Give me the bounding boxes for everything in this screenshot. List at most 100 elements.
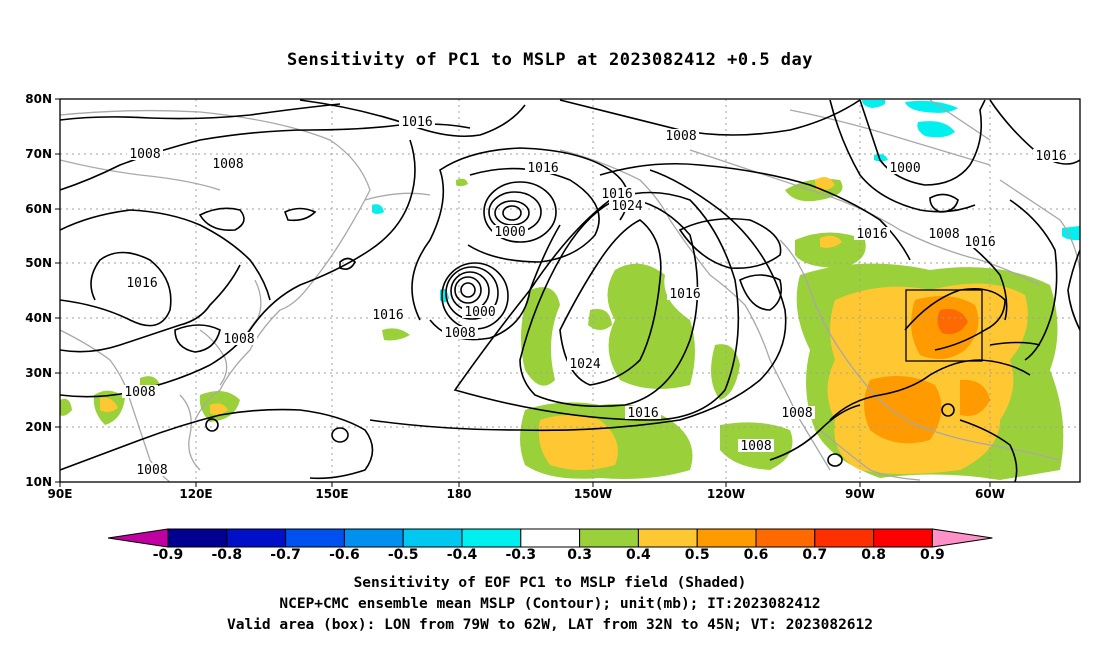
longitude-label: 120W: [707, 487, 745, 501]
latitude-labels: 80N 70N 60N 50N 40N 30N 20N 10N: [25, 92, 52, 489]
contour-label: 1024: [569, 357, 600, 372]
contour-label: 1008: [740, 439, 771, 454]
shade-patch: [521, 287, 560, 386]
isobar: [60, 264, 241, 353]
longitude-label: 150E: [315, 487, 348, 501]
valid-area-box: [905, 289, 983, 362]
shade-patch: [607, 263, 695, 389]
longitude-label: 90W: [845, 487, 875, 501]
latitude-label: 50N: [25, 256, 52, 270]
isobar: [483, 181, 557, 243]
sensitivity-map: 1016100810081016100010161016100810161024…: [25, 92, 1081, 501]
contour-label: 1008: [781, 406, 812, 421]
colorbar-labels: -0.9 -0.8 -0.7 -0.6 -0.5 -0.4 -0.3 0.3 0.4 0.5 0.6…: [153, 547, 945, 563]
contour-label-bg: [124, 276, 160, 289]
coastline: [779, 239, 881, 401]
shade-patch: [874, 154, 888, 162]
contour-label-bg: [962, 235, 998, 248]
isobar: [283, 207, 317, 222]
colorbar-label: 0.7: [802, 547, 827, 563]
colorbar-label: -0.5: [388, 547, 419, 563]
contour-label: 1008: [212, 157, 243, 172]
colorbar-swatch: [402, 528, 463, 548]
shade-patch: [815, 176, 835, 191]
coastline: [179, 394, 201, 471]
latitude-label: 20N: [25, 420, 52, 434]
isobar: [60, 408, 374, 480]
colorbar-swatches: [107, 528, 993, 548]
isobar: [859, 99, 986, 186]
contour-label-bg: [738, 439, 774, 452]
coastline: [199, 329, 228, 386]
coastline: [60, 159, 221, 191]
colorbar-swatch: [285, 528, 345, 548]
colorbar-swatch: [343, 528, 404, 548]
contour-label: 1008: [129, 147, 160, 162]
contour-label: 1008: [444, 326, 475, 341]
colorbar-swatch: [637, 528, 698, 548]
isobar: [769, 404, 861, 461]
latitude-label: 40N: [25, 311, 52, 325]
map-frame: [59, 98, 1081, 483]
isobar: [829, 99, 976, 213]
colorbar-label: 0.6: [744, 547, 769, 563]
isobar: [827, 453, 843, 467]
captions: Sensitivity of EOF PC1 to MSLP field (Sh…: [0, 573, 1100, 636]
coastline: [364, 192, 431, 201]
contour-label-bg: [525, 161, 561, 174]
isobar: [174, 324, 221, 353]
isobar: [929, 193, 959, 213]
contour-label: 1016: [856, 227, 887, 242]
contour-label-bg: [492, 225, 528, 238]
contour-label: 1008: [223, 332, 254, 347]
colorbar-swatch: [461, 528, 522, 548]
contour-label: 1000: [494, 225, 525, 240]
shade-patch: [588, 309, 612, 330]
isobar: [494, 200, 530, 226]
contour-label-bg: [122, 385, 158, 398]
shade-patch: [795, 232, 866, 268]
shade-patch: [862, 100, 886, 108]
shade-patch: [382, 328, 410, 341]
contour-label: 1008: [136, 463, 167, 478]
longitude-label: 90E: [48, 487, 73, 501]
colorbar-swatch: [814, 528, 875, 548]
shade-patch: [937, 308, 968, 335]
isobar: [904, 287, 1006, 351]
contour-label-bg: [210, 157, 246, 170]
isobar: [959, 419, 1018, 482]
colorbar-swatch: [167, 528, 228, 548]
contour-label-bg: [127, 147, 163, 160]
contour-label: 1008: [928, 227, 959, 242]
axis-ticks: [55, 98, 991, 487]
contour-label: 1000: [464, 305, 495, 320]
longitude-label: 150W: [574, 487, 612, 501]
colorbar-label: -0.3: [505, 547, 536, 563]
coastline: [789, 109, 991, 166]
coastline: [60, 109, 371, 421]
latitude-label: 80N: [25, 92, 52, 106]
coastline: [819, 429, 921, 481]
contour-label: 1016: [627, 406, 658, 421]
colorbar-label: 0.5: [685, 547, 710, 563]
shade-patch: [960, 379, 990, 416]
contour-label: 1000: [889, 161, 920, 176]
shade-patch: [100, 397, 118, 413]
latitude-label: 70N: [25, 147, 52, 161]
isobar: [739, 274, 783, 311]
isobar: [198, 207, 245, 232]
isobar: [559, 219, 662, 386]
isobar: [829, 359, 1031, 421]
shade-patch: [905, 100, 958, 113]
colorbar-label: -0.6: [329, 547, 360, 563]
shade-patch: [456, 178, 468, 187]
contour-label-bg: [926, 227, 962, 240]
contour-label: 1024: [611, 199, 642, 214]
contour-label-bg: [779, 406, 815, 419]
isobar: [1009, 199, 1058, 361]
caption-line-3: Valid area (box): LON from 79W to 62W, L…: [226, 617, 873, 633]
contour-label: 1008: [665, 129, 696, 144]
isobar: [60, 123, 471, 191]
colorbar-swatch: [579, 528, 639, 548]
shade-patch: [210, 403, 228, 415]
